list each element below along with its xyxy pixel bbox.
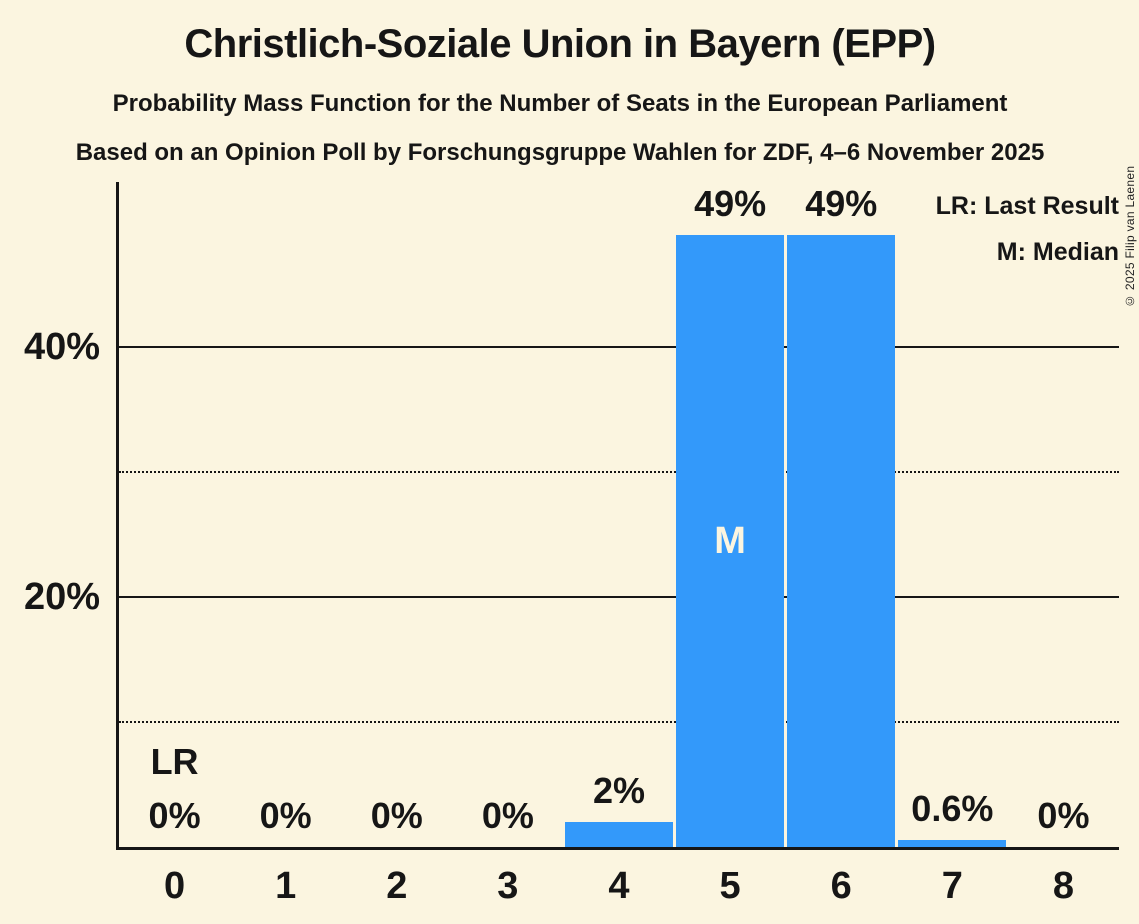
gridline-40pct [119,346,1119,348]
bar-value-label-seat-7: 0.6% [911,787,994,829]
bar-seat-6 [787,234,896,847]
bar-value-label-seat-1: 0% [259,795,312,836]
bar-value-label-seat-5: 49% [694,182,767,224]
bar-value-label-seat-3: 0% [481,795,534,836]
plot-area: 0% LR 0% 0% 0% 2% 49% M 49% 0.6% 0% [116,182,1119,850]
legend-last-result-label: LR: Last Result [935,192,1119,220]
median-marker: M [714,519,746,562]
bar-seat-5 [676,234,785,847]
x-axis-label-seat-0: 0 [163,865,186,907]
copyright-text: © 2025 Filip van Laenen [1123,165,1137,308]
bar-value-label-seat-0: 0% [148,795,201,836]
x-axis-label-seat-3: 3 [497,865,519,907]
bar-value-label-seat-4: 2% [592,770,646,811]
x-axis-label-seat-7: 7 [941,865,963,907]
x-axis-label-seat-5: 5 [719,865,741,907]
x-axis-label-seat-6: 6 [830,865,852,907]
y-axis-label-40pct: 40% [23,326,100,368]
gridline-10pct [119,721,1119,723]
bar-value-label-seat-8: 0% [1037,795,1090,836]
chart-subtitle: Probability Mass Function for the Number… [112,90,1008,117]
legend: LR: Last Result M: Median [936,183,1119,275]
x-axis-label-seat-8: 8 [1052,865,1074,907]
gridline-20pct [119,596,1119,598]
gridline-30pct [119,471,1119,473]
bar-seat-7 [898,839,1007,847]
chart-source-line: Based on an Opinion Poll by Forschungsgr… [75,139,1045,166]
y-axis-label-20pct: 20% [23,576,100,618]
x-axis-label-seat-1: 1 [275,865,297,907]
bar-seat-4 [564,822,674,847]
x-axis-label-seat-2: 2 [386,865,408,907]
legend-median-label: M: Median [996,238,1119,266]
bar-value-label-seat-2: 0% [370,795,423,836]
page-title: Christlich-Soziale Union in Bayern (EPP) [184,22,936,66]
bar-value-label-seat-6: 49% [805,182,878,224]
last-result-marker: LR [150,741,199,782]
x-axis-label-seat-4: 4 [608,865,630,907]
